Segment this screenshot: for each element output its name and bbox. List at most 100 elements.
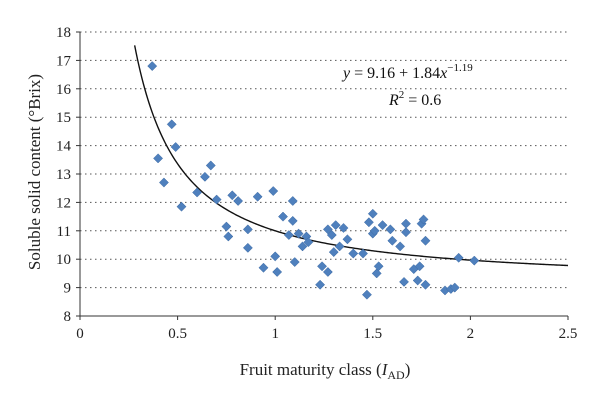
data-point-16 bbox=[242, 242, 253, 253]
data-point-30 bbox=[303, 237, 314, 248]
data-point-32 bbox=[317, 261, 328, 272]
data-point-33 bbox=[322, 224, 333, 235]
data-point-31 bbox=[315, 279, 326, 290]
data-point-23 bbox=[283, 230, 294, 241]
data-point-28 bbox=[297, 241, 308, 252]
data-point-14 bbox=[233, 196, 244, 206]
equation-var: x bbox=[439, 65, 447, 82]
data-point-20 bbox=[270, 251, 281, 262]
y-tick-label-12: 12 bbox=[56, 195, 71, 211]
data-point-27 bbox=[293, 228, 304, 239]
y-tick-labels: 8 9 10 11 12 13 14 15 16 17 18 bbox=[56, 25, 72, 325]
data-point-54 bbox=[399, 276, 409, 287]
y-tick-label-10: 10 bbox=[56, 252, 71, 268]
x-axis-title-symbol: I bbox=[381, 360, 389, 379]
y-tick-label-11: 11 bbox=[57, 224, 71, 240]
data-point-58 bbox=[412, 275, 423, 286]
x-tick-label-2.5: 2.5 bbox=[559, 326, 578, 342]
data-point-8 bbox=[199, 171, 210, 182]
equation-lhs: y bbox=[341, 65, 351, 82]
data-point-3 bbox=[158, 177, 169, 188]
data-point-21 bbox=[272, 267, 283, 277]
y-axis-title: Soluble solid content (°Brix) bbox=[25, 74, 44, 270]
data-point-42 bbox=[358, 248, 368, 259]
data-point-55 bbox=[401, 227, 411, 238]
data-point-17 bbox=[252, 191, 263, 202]
data-point-59 bbox=[414, 261, 425, 272]
data-point-67 bbox=[453, 252, 464, 263]
data-point-13 bbox=[227, 190, 238, 201]
x-axis-title-subscript: AD bbox=[387, 368, 405, 382]
data-point-26 bbox=[289, 257, 300, 267]
data-point-45 bbox=[367, 208, 378, 219]
x-tick-label-0: 0 bbox=[76, 326, 84, 342]
data-point-66 bbox=[449, 282, 460, 293]
y-tick-label-18: 18 bbox=[56, 25, 71, 41]
equation-exponent: −1.19 bbox=[447, 62, 473, 74]
r2-symbol: R bbox=[388, 92, 399, 109]
data-point-9 bbox=[205, 160, 216, 171]
grid bbox=[80, 31, 568, 289]
data-point-18 bbox=[258, 262, 269, 273]
x-axis-title-prefix: Fruit maturity class ( bbox=[240, 360, 382, 379]
y-tick-label-9: 9 bbox=[64, 281, 72, 297]
fit-curve bbox=[133, 45, 569, 267]
x-tick-label-2: 2 bbox=[467, 326, 475, 342]
data-point-34 bbox=[322, 267, 333, 277]
data-point-39 bbox=[338, 223, 349, 233]
data-point-38 bbox=[334, 241, 345, 252]
x-tick-label-0.5: 0.5 bbox=[168, 326, 187, 342]
data-point-6 bbox=[176, 201, 187, 212]
x-tick-label-1: 1 bbox=[271, 326, 279, 342]
data-point-36 bbox=[328, 247, 339, 258]
y-tick-label-17: 17 bbox=[56, 53, 72, 69]
fit-curve-group bbox=[133, 45, 569, 267]
data-point-48 bbox=[371, 268, 382, 279]
data-point-2 bbox=[153, 153, 164, 164]
fit-equation: y = 9.16 + 1.84x−1.19 bbox=[341, 62, 473, 82]
r2-power: 2 bbox=[399, 89, 405, 101]
data-point-51 bbox=[385, 224, 396, 235]
data-point-5 bbox=[170, 142, 181, 152]
data-point-11 bbox=[221, 221, 232, 232]
data-point-25 bbox=[287, 196, 298, 206]
data-point-63 bbox=[420, 279, 431, 290]
data-point-61 bbox=[418, 214, 429, 225]
y-tick-label-8: 8 bbox=[64, 309, 72, 325]
r-squared-label: R2 = 0.6 bbox=[388, 89, 441, 109]
axes bbox=[76, 31, 569, 320]
data-point-49 bbox=[373, 261, 384, 272]
data-point-56 bbox=[401, 218, 411, 229]
x-axis-title-suffix: ) bbox=[405, 360, 411, 379]
data-point-53 bbox=[395, 241, 406, 252]
data-point-43 bbox=[361, 289, 372, 300]
y-tick-label-14: 14 bbox=[56, 139, 72, 155]
data-point-4 bbox=[166, 119, 177, 130]
data-point-15 bbox=[242, 224, 253, 235]
r2-value: = 0.6 bbox=[404, 92, 441, 109]
data-point-35 bbox=[326, 230, 337, 241]
y-tick-label-16: 16 bbox=[56, 82, 72, 98]
data-point-47 bbox=[369, 225, 380, 236]
data-point-40 bbox=[342, 234, 353, 245]
data-point-12 bbox=[223, 231, 234, 242]
data-point-7 bbox=[192, 187, 203, 198]
x-axis-title: Fruit maturity class (IAD) bbox=[240, 360, 411, 382]
x-tick-labels: 0 0.5 1 1.5 2 2.5 bbox=[76, 326, 577, 342]
data-point-44 bbox=[363, 217, 374, 228]
data-point-22 bbox=[278, 211, 288, 222]
data-point-50 bbox=[377, 220, 388, 231]
equation-rhs: = 9.16 + 1.84 bbox=[350, 65, 440, 82]
data-point-19 bbox=[268, 186, 279, 196]
data-point-62 bbox=[420, 235, 431, 246]
data-point-24 bbox=[287, 215, 298, 226]
data-point-52 bbox=[387, 235, 398, 246]
data-point-1 bbox=[147, 61, 158, 72]
data-point-37 bbox=[330, 220, 341, 231]
data-point-10 bbox=[211, 194, 222, 205]
data-point-68 bbox=[469, 255, 480, 266]
x-tick-label-1.5: 1.5 bbox=[363, 326, 382, 342]
data-point-41 bbox=[348, 248, 359, 259]
